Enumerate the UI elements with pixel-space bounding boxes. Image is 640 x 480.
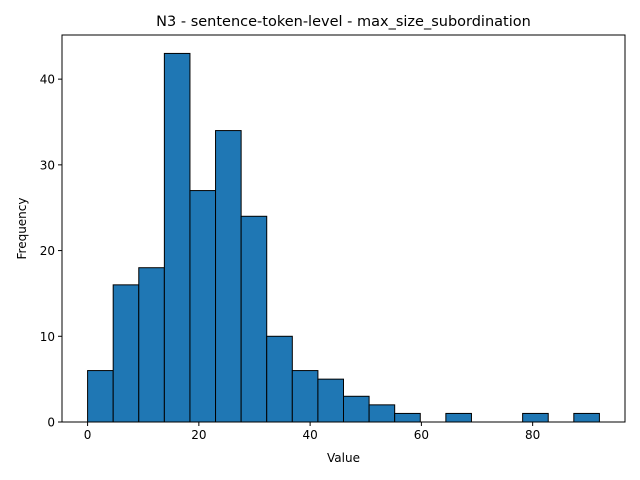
y-tick-label: 0 bbox=[47, 416, 55, 430]
histogram-bar bbox=[317, 378, 344, 423]
plot-frame bbox=[61, 34, 626, 423]
histogram-bar bbox=[240, 215, 268, 423]
histogram-bar bbox=[215, 130, 242, 423]
histogram-bar bbox=[266, 335, 293, 423]
histogram-bar bbox=[291, 370, 319, 423]
x-tick-label: 20 bbox=[191, 428, 206, 442]
chart-title: N3 - sentence-token-level - max_size_sub… bbox=[156, 14, 531, 30]
y-tick-label: 20 bbox=[40, 244, 55, 258]
x-tick-label: 60 bbox=[414, 428, 429, 442]
y-axis-label: Frequency bbox=[15, 198, 29, 260]
y-tick-label: 30 bbox=[40, 158, 55, 172]
histogram-bar bbox=[522, 412, 549, 423]
histogram-bar bbox=[138, 267, 165, 423]
x-axis-ticks: 0 20 40 60 80 bbox=[84, 422, 540, 442]
x-tick-label: 40 bbox=[302, 428, 317, 442]
x-tick-label: 0 bbox=[84, 428, 92, 442]
histogram-bar bbox=[343, 395, 370, 423]
histogram-bar bbox=[573, 412, 600, 423]
histogram-bar bbox=[87, 370, 114, 423]
histogram-bar bbox=[394, 412, 421, 423]
y-tick-label: 40 bbox=[40, 73, 55, 87]
histogram-bar bbox=[189, 190, 217, 423]
bars-group bbox=[87, 52, 600, 423]
histogram-bar bbox=[112, 284, 140, 423]
histogram-bar bbox=[445, 412, 472, 423]
y-tick-label: 10 bbox=[40, 330, 55, 344]
histogram-bar bbox=[163, 52, 191, 423]
x-axis-label: Value bbox=[327, 451, 360, 465]
x-tick-label: 80 bbox=[525, 428, 540, 442]
histogram-bar bbox=[368, 404, 396, 423]
y-axis-ticks: 0 10 20 30 40 bbox=[40, 73, 62, 430]
